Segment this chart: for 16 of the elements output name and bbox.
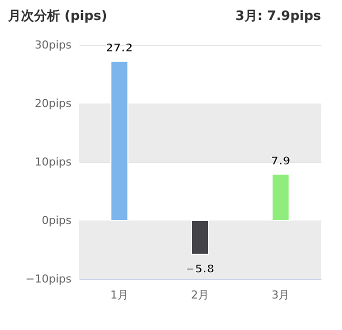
y-tick-label: 30pips — [34, 38, 72, 52]
data-label: 7.9 — [270, 154, 290, 168]
x-tick-label: 3月 — [272, 288, 290, 302]
y-tick-label: 10pips — [34, 156, 72, 168]
bar — [110, 60, 128, 221]
data-label: 27.2 — [106, 41, 133, 54]
y-tick-label: 20pips — [34, 97, 72, 110]
x-tick-label: 1月 — [110, 288, 128, 302]
bar — [272, 174, 290, 221]
data-label: −5.8 — [186, 262, 214, 276]
y-tick-label: 0pips — [42, 214, 72, 227]
chart-subtitle: 3月: 7.9pips — [235, 9, 322, 24]
y-tick-label: −10pips — [26, 272, 72, 286]
chart-title: 月次分析 (pips) — [7, 9, 108, 24]
x-tick-label: 2月 — [191, 288, 209, 302]
bar — [191, 220, 209, 255]
